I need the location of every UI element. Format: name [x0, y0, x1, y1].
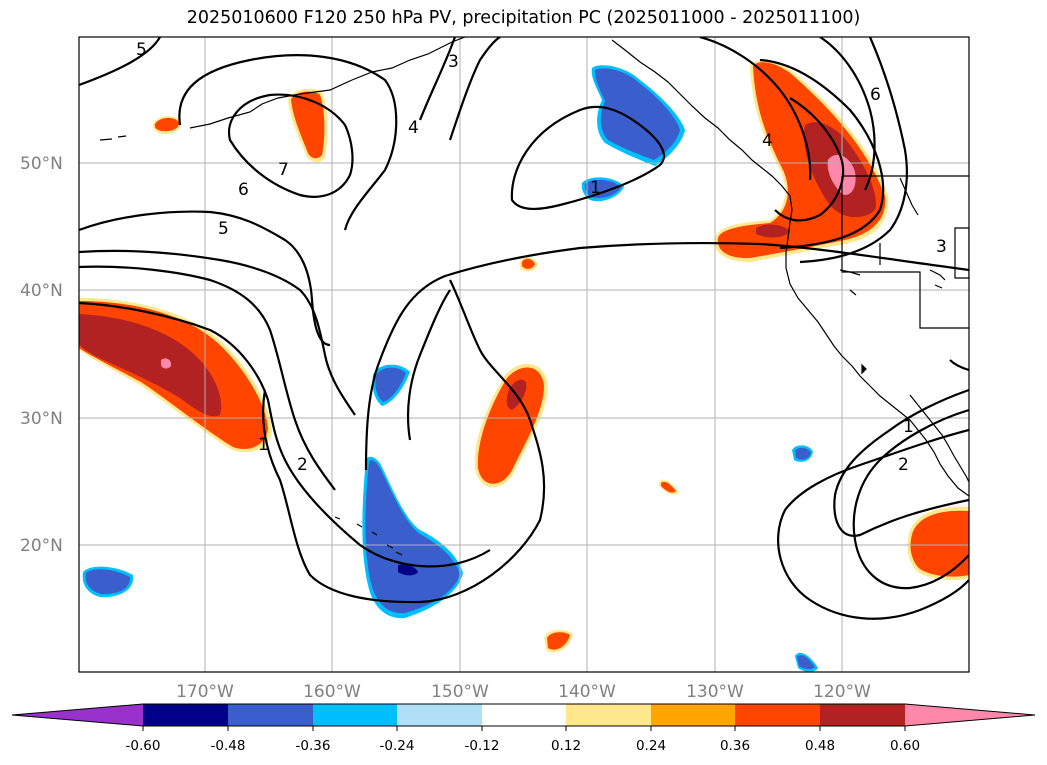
colorbar-tick-label: -0.12 — [465, 738, 500, 754]
colorbar-tick-label: 0.36 — [720, 738, 750, 754]
colorbar-segment — [397, 704, 482, 726]
longitude-labels: 170°W 160°W 150°W 140°W 130°W 120°W — [176, 682, 871, 702]
colorbar-segment — [143, 704, 228, 726]
colorbar-segment — [482, 704, 566, 726]
contour-label: 1 — [590, 178, 601, 198]
lon-label-160w: 160°W — [303, 682, 361, 702]
contour-label: 2 — [297, 455, 308, 475]
colorbar-tick-label: -0.60 — [126, 738, 161, 754]
colorbar-tick-label: -0.48 — [211, 738, 246, 754]
colorbar-segment — [651, 704, 735, 726]
contour-label: 1 — [258, 435, 269, 455]
contour-label: 6 — [238, 180, 249, 200]
pv-contour-labels: 5 3 4 7 6 5 1 2 1 6 4 3 1 2 — [136, 40, 947, 475]
lon-label-170w: 170°W — [176, 682, 234, 702]
lat-label-20n: 20°N — [20, 536, 63, 556]
map-frame — [78, 36, 970, 673]
precipitation-shading — [79, 60, 969, 672]
colorbar-extend-max — [905, 704, 1035, 726]
colorbar: -0.60 -0.48 -0.36 -0.24 -0.12 0.12 0.24 … — [11, 703, 1036, 754]
colorbar-segment — [735, 704, 820, 726]
colorbar-tick-label: 0.48 — [805, 738, 835, 754]
lon-label-140w: 140°W — [558, 682, 616, 702]
contour-label: 3 — [448, 52, 459, 72]
coastlines — [99, 37, 969, 556]
graticule — [79, 37, 969, 672]
colorbar-segment — [566, 704, 651, 726]
contour-label: 4 — [762, 131, 773, 151]
lat-label-40n: 40°N — [20, 281, 63, 301]
contour-label: 6 — [870, 85, 881, 105]
pv-contours — [79, 37, 969, 620]
map-title: 2025010600 F120 250 hPa PV, precipitatio… — [186, 8, 861, 28]
colorbar-tick-label: 0.24 — [636, 738, 666, 754]
latitude-labels: 50°N 40°N 30°N 20°N — [20, 154, 63, 556]
colorbar-tick-label: -0.36 — [296, 738, 331, 754]
colorbar-extend-min — [12, 704, 143, 726]
contour-label: 1 — [903, 417, 914, 437]
colorbar-tick-label: 0.60 — [890, 738, 920, 754]
contour-label: 2 — [898, 455, 909, 475]
lon-label-130w: 130°W — [686, 682, 744, 702]
lat-label-50n: 50°N — [20, 154, 63, 174]
contour-label: 5 — [218, 219, 229, 239]
contour-label: 5 — [136, 40, 147, 60]
colorbar-tick-label: -0.24 — [380, 738, 415, 754]
colorbar-segment — [228, 704, 313, 726]
contour-label: 4 — [408, 118, 419, 138]
colorbar-tick-label: 0.12 — [551, 738, 581, 754]
contour-label: 7 — [278, 160, 289, 180]
colorbar-segment — [820, 704, 905, 726]
lon-label-150w: 150°W — [431, 682, 489, 702]
lon-label-120w: 120°W — [813, 682, 871, 702]
colorbar-segment — [313, 704, 397, 726]
lat-label-30n: 30°N — [20, 409, 63, 429]
contour-label: 3 — [936, 237, 947, 257]
